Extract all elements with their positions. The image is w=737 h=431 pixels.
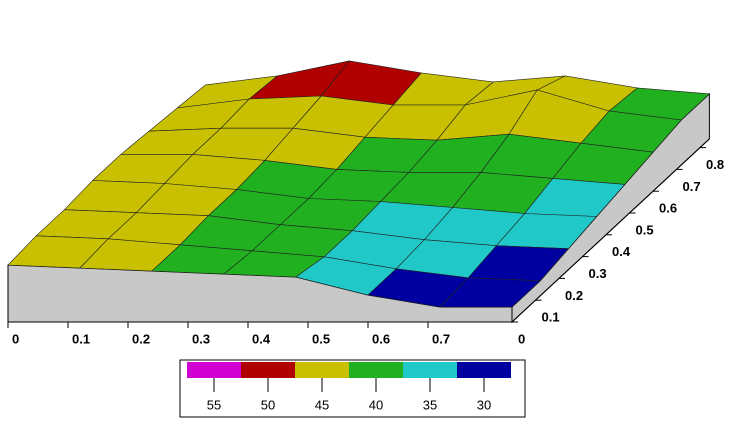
y-tick-label: 0.2 [565,288,583,303]
y-tick-label: 0.1 [542,310,560,325]
y-tick-label: 0.8 [706,157,724,172]
colorbar-swatch [349,362,403,378]
colorbar-label: 50 [261,397,275,412]
x-tick-label: 0.3 [192,331,210,346]
colorbar-swatch [187,362,241,378]
x-tick-label: 0.7 [432,331,450,346]
y-tick-label: 0.7 [683,179,701,194]
x-tick-label: 0.5 [312,331,330,346]
y-tick-label: 0.4 [612,244,631,259]
x-tick-label: 0.6 [372,331,390,346]
surface-patch [439,277,541,308]
colorbar-swatch [403,362,457,378]
colorbar-swatch [457,362,511,378]
x-tick-label: 0.4 [252,331,271,346]
colorbar-label: 40 [369,397,383,412]
colorbar-label: 45 [315,397,329,412]
colorbar-swatch [295,362,349,378]
colorbar-label: 55 [207,397,221,412]
y-tick-label: 0 [518,331,525,346]
y-tick-label: 0.5 [636,222,654,237]
y-tick-label: 0.3 [589,266,607,281]
y-tick-label: 0.6 [659,201,677,216]
x-tick-label: 0.1 [72,331,90,346]
colorbar-label: 30 [477,397,491,412]
x-tick-label: 0.2 [132,331,150,346]
colorbar-swatch [241,362,295,378]
x-tick-label: 0 [12,331,19,346]
colorbar-label: 35 [423,397,437,412]
